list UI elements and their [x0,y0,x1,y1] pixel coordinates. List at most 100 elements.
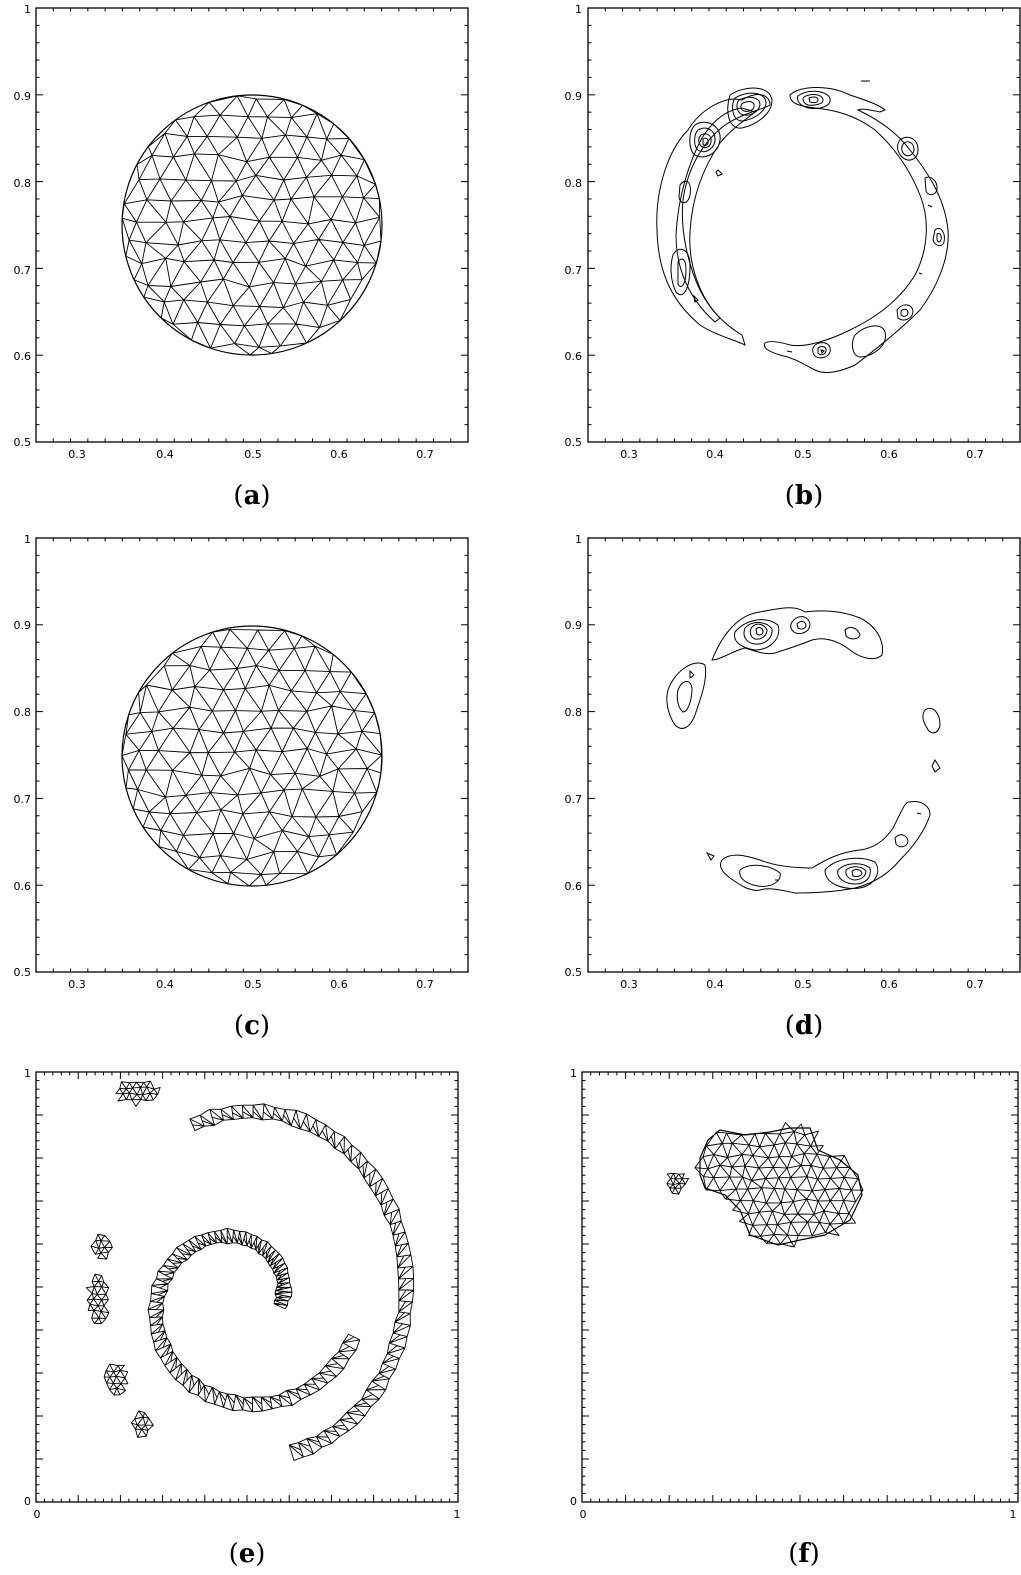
xtick-label: 0.5 [794,978,812,991]
ytick-label: 0.9 [14,90,32,103]
contour-line [711,607,884,661]
panel-c: 0.5 0.6 0.7 0.8 0.9 1 0.3 0.4 0.5 0.6 0.… [14,533,469,1041]
contour-line [844,627,861,640]
contour-line [790,616,811,635]
xtick-label: 0.6 [330,978,348,991]
ytick-label: 1 [575,3,582,16]
contour-line [901,141,915,157]
contour-line [897,136,919,161]
domain-boundary [699,1127,863,1246]
xtick-label: 0.4 [706,978,724,991]
ytick-label: 0.8 [565,177,583,190]
contour-line [675,107,757,323]
ytick-label: 0 [570,1495,577,1508]
xtick-label: 0.4 [156,978,174,991]
contour-line [936,233,942,243]
contour-line [755,627,764,636]
contour-line [743,622,773,645]
xtick-label: 1 [454,1508,461,1521]
contour-line [676,681,693,713]
contour-line [677,258,687,287]
panel-f-caption: (f) [788,1539,820,1569]
ytick-label: 0.5 [565,966,583,979]
xtick-label: 0.3 [620,978,638,991]
ytick-label: 0 [24,1495,31,1508]
contour-line [693,294,699,303]
mesh-triangles [121,628,383,887]
contour-line [666,662,707,729]
panel-a-mesh [121,94,383,356]
caption-letter: f [798,1539,811,1569]
xtick-label: 0.5 [244,448,262,461]
caption-letter: c [244,1011,260,1041]
caption-letter: b [795,481,813,511]
contour-line [763,87,949,373]
ytick-label: 0.9 [565,90,583,103]
contour-line [689,121,721,158]
ytick-label: 0.5 [14,436,32,449]
xtick-label: 1 [1010,1508,1017,1521]
contour-line [733,619,780,651]
mesh-triangles [103,1363,129,1396]
contour-line [656,94,771,346]
panel-a-ticks [35,7,469,443]
ytick-label: 1 [570,1067,577,1080]
panel-b-contours [656,80,949,373]
contour-line [739,864,781,887]
contour-line [689,669,695,679]
panel-b-yticks: 0.5 0.6 0.7 0.8 0.9 1 [565,3,583,449]
xtick-label: 0.3 [68,978,86,991]
panel-c-ticks [35,537,469,973]
ytick-label: 1 [575,533,582,546]
contour-line [732,92,767,122]
panel-b-xticks: 0.3 0.4 0.5 0.6 0.7 [620,448,984,461]
domain-boundary [121,94,383,356]
contour-line [932,227,945,247]
panel-d-yticks: 0.5 0.6 0.7 0.8 0.9 1 [565,533,583,979]
contour-line [824,857,879,889]
xtick-label: 0.7 [966,978,984,991]
ytick-label: 0.7 [14,793,32,806]
caption-letter: d [795,1011,813,1041]
contour-line [797,90,831,109]
contour-line [896,304,914,321]
mesh-triangles [85,1273,110,1324]
contour-line [715,169,723,177]
contour-line [916,812,922,815]
panel-a-yticks: 0.5 0.6 0.7 0.8 0.9 1 [14,3,32,449]
ytick-label: 0.9 [565,619,583,632]
panel-a-frame [35,7,469,443]
xtick-label: 0.7 [966,448,984,461]
panel-c-yticks: 0.5 0.6 0.7 0.8 0.9 1 [14,533,32,979]
panel-f: 1 0 0 1 (f) [570,1067,1019,1569]
contour-line [894,834,909,848]
panel-c-caption: (c) [234,1011,270,1041]
panel-b-caption: (b) [785,481,824,511]
ytick-label: 0.7 [565,264,583,277]
panel-d-xticks: 0.3 0.4 0.5 0.6 0.7 [620,978,984,991]
contour-line [927,204,933,208]
panel-c-frame [35,537,469,973]
contour-line [931,758,941,773]
xtick-label: 0.3 [68,448,86,461]
panel-f-frame [581,1071,1019,1503]
ytick-label: 1 [24,1067,31,1080]
panel-d: 0.5 0.6 0.7 0.8 0.9 1 0.3 0.4 0.5 0.6 0.… [565,533,1021,1041]
contour-line [808,96,819,104]
xtick-label: 0.6 [880,448,898,461]
xtick-label: 0 [34,1508,41,1521]
panel-b-ticks [587,7,1021,443]
ytick-label: 1 [24,3,31,16]
contour-line [796,621,807,630]
panel-c-mesh [121,625,383,887]
contour-line [705,851,715,861]
mesh-triangles [90,1233,113,1260]
panel-b: 0.5 0.6 0.7 0.8 0.9 1 0.3 0.4 0.5 0.6 0.… [565,3,1021,511]
panel-e: 1 0 0 1 (e) [24,1067,461,1569]
mesh-triangles [121,95,382,356]
domain-boundary [121,625,383,887]
caption-letter: e [239,1539,256,1569]
contour-line [698,133,712,149]
ytick-label: 0.7 [565,793,583,806]
